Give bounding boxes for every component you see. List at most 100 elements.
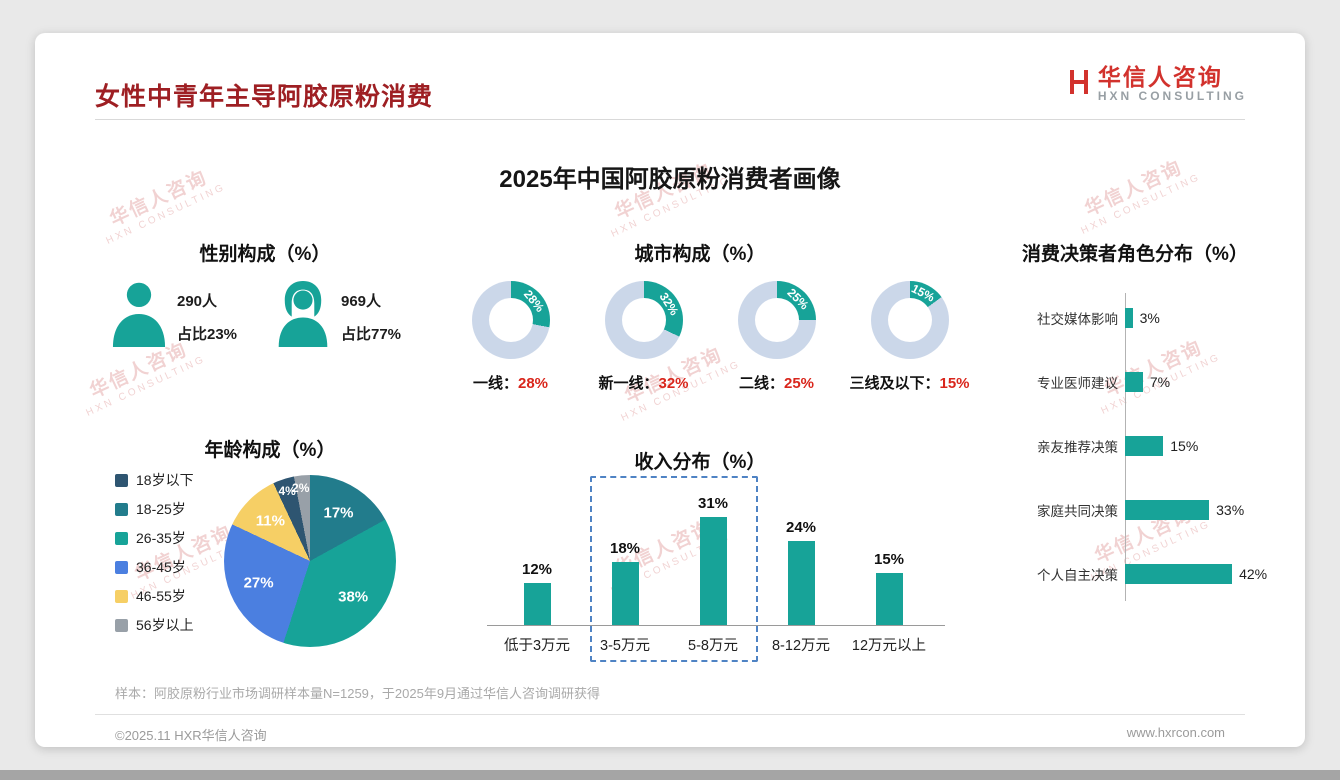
city-section-title: 城市构成（%） [634, 244, 766, 265]
age-legend-label: 46-55岁 [136, 588, 186, 604]
page-bottom-edge [0, 770, 1340, 780]
decision-category-label: 专业医师建议 [1037, 376, 1118, 391]
header-divider [95, 119, 1245, 120]
age-legend-item: 18-25岁 [115, 501, 194, 517]
income-bar-stack: 31% [698, 473, 728, 625]
age-legend-swatch [115, 473, 128, 487]
decision-section-title: 消费决策者角色分布（%） [1022, 244, 1248, 265]
company-logo: 华信人咨询 HXN CONSULTING [1069, 65, 1247, 104]
age-legend-swatch [115, 531, 128, 545]
city-donut-item: 28% 一线：28% [445, 281, 576, 393]
logo-name: 华信人咨询 [1097, 64, 1223, 90]
income-category-label: 5-8万元 [688, 638, 738, 654]
decision-value-label: 33% [1216, 502, 1245, 518]
age-legend-label: 26-35岁 [136, 530, 186, 546]
pie-slice-label: 4% [278, 483, 296, 498]
footer-divider [95, 714, 1245, 715]
income-highlight-box [590, 476, 758, 662]
income-column: 31% 5-8万元 [669, 473, 757, 655]
donut-value: 28% [517, 375, 549, 392]
age-legend-label: 18-25岁 [136, 501, 186, 517]
sample-note: 样本：阿胶原粉行业市场调研样本量N=1259，于2025年9月通过华信人咨询调研… [115, 686, 601, 701]
income-bar [611, 562, 639, 625]
pie-slice-label: 27% [243, 574, 274, 592]
city-donut-item: 25% 二线：25% [711, 281, 842, 393]
donut-ring: 28% [471, 281, 550, 359]
decision-bar [1125, 436, 1164, 456]
donut-caption: 二线：25% [711, 372, 842, 393]
decision-value-label: 15% [1170, 438, 1199, 454]
income-value-label: 18% [609, 540, 641, 557]
income-category-label: 低于3万元 [503, 638, 571, 654]
age-legend-swatch [115, 618, 128, 632]
male-count: 290人 [177, 292, 218, 310]
age-legend-swatch [115, 560, 128, 574]
income-category-label: 3-5万元 [600, 638, 650, 654]
decision-category-label: 社交媒体影响 [1037, 312, 1118, 327]
age-legend-label: 36-45岁 [136, 559, 186, 575]
income-category-label: 12万元以上 [851, 638, 927, 654]
decision-category-label: 家庭共同决策 [1037, 504, 1118, 519]
age-pie [224, 475, 396, 647]
pie-slice-label: 38% [338, 588, 369, 606]
age-legend-swatch [115, 589, 128, 603]
city-donut-item: 32% 新一线：32% [578, 281, 709, 393]
decision-row: 专业医师建议 7% [970, 350, 1290, 414]
decision-value-label: 42% [1239, 566, 1268, 582]
age-legend-label: 56岁以上 [136, 617, 194, 633]
income-bar-stack: 15% [874, 473, 904, 625]
income-bar [699, 516, 727, 625]
income-section-title: 收入分布（%） [634, 452, 766, 473]
income-value-label: 31% [697, 494, 729, 512]
decision-bar [1125, 564, 1233, 584]
income-baseline [487, 625, 945, 626]
infographic-card: 华信人咨询 HXN CONSULTING 华信人咨询 HXN CONSULTING 华信… [35, 33, 1305, 747]
decision-category-label: 亲友推荐决策 [1037, 440, 1118, 455]
gender-section-title: 性别构成（%） [199, 244, 331, 265]
donut-value: 25% [783, 375, 815, 392]
income-bar [875, 572, 903, 625]
male-icon [111, 281, 167, 352]
age-legend-item: 26-35岁 [115, 530, 194, 546]
male-share: 占比23% [177, 325, 238, 343]
donut-category-label: 三线及以下： [849, 375, 940, 392]
income-bar-stack: 24% [786, 473, 816, 625]
donut-category-label: 新一线： [598, 375, 659, 392]
donut-hole [488, 298, 533, 342]
decision-row: 亲友推荐决策 15% [970, 414, 1290, 478]
income-bar-chart: 12% 低于3万元 18% 3-5万元 31% 5-8万元 24% 8-12万元 15% 12万元… [493, 473, 933, 655]
female-count: 969人 [341, 292, 382, 310]
age-legend-swatch [115, 502, 128, 516]
age-section-title: 年龄构成（%） [204, 440, 336, 461]
donut-ring: 15% [870, 281, 949, 359]
donut-value: 15% [939, 375, 970, 392]
decision-bar [1125, 372, 1143, 392]
decision-row: 家庭共同决策 33% [970, 478, 1290, 542]
city-donut-item: 15% 三线及以下：15% [844, 281, 975, 393]
decision-category-label: 个人自主决策 [1037, 568, 1118, 583]
copyright-text: ©2025.11 HXR华信人咨询 [115, 728, 267, 743]
logo-h-mark-icon [1069, 69, 1089, 100]
decision-value-label: 3% [1139, 310, 1160, 326]
income-column: 12% 低于3万元 [493, 473, 581, 655]
donut-hole [887, 298, 932, 342]
income-value-label: 24% [785, 519, 817, 536]
male-stat-item: 290人 占比23% [111, 281, 237, 352]
income-value-label: 15% [873, 550, 905, 568]
age-legend-label: 18岁以下 [136, 472, 194, 488]
decision-bar-chart: 社交媒体影响 3% 专业医师建议 7% 亲友推荐决策 15% 家庭共同决策 33% 个人自主决策… [970, 286, 1290, 606]
donut-caption: 三线及以下：15% [844, 372, 975, 393]
donut-ring: 25% [737, 281, 816, 359]
female-stat-item: 969人 占比77% [275, 281, 401, 352]
income-column: 15% 12万元以上 [845, 473, 933, 655]
pie-slice-label: 11% [255, 512, 285, 530]
pie-slice-label: 17% [323, 504, 354, 522]
decision-value-label: 7% [1149, 374, 1171, 390]
income-bar [787, 541, 815, 625]
donut-category-label: 二线： [738, 375, 784, 392]
age-pie-chart: 17% 38% 27% 11% 4% 2% [224, 475, 396, 647]
income-bar-stack: 18% [610, 473, 640, 625]
donut-caption: 一线：28% [445, 372, 576, 393]
decision-bar [1125, 500, 1210, 520]
donut-caption: 新一线：32% [578, 372, 709, 393]
